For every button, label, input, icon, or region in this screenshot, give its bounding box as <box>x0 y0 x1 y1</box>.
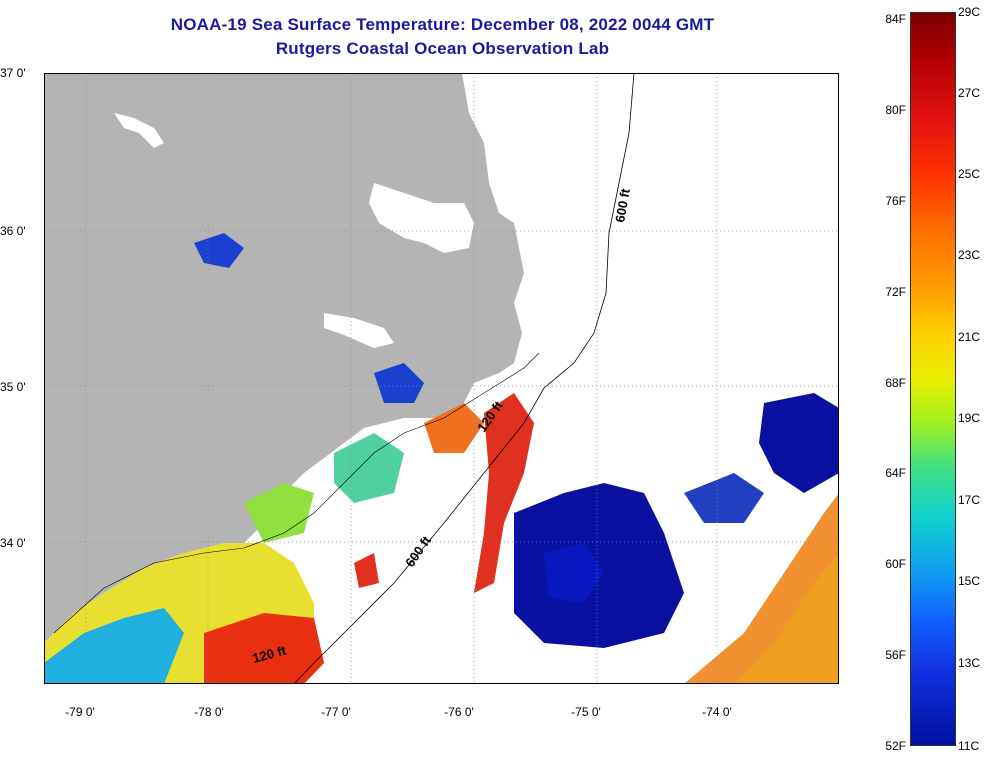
temperature-colorbar <box>910 12 956 746</box>
contour-label: 600 ft <box>612 187 633 224</box>
sst-map: 600 ft 120 ft 600 ft 120 ft <box>44 73 839 684</box>
lon-label: -74 0' <box>702 705 732 719</box>
contour-120ft <box>53 352 540 634</box>
midshelf-patch-2 <box>244 483 314 543</box>
warm-gulf-stream-inner <box>734 553 839 684</box>
colorbar-c-label: 29C <box>958 5 981 19</box>
lon-label: -75 0' <box>571 705 601 719</box>
lat-label: 37 0' <box>0 66 26 80</box>
colorbar-f-label: 76F <box>885 194 906 208</box>
colorbar-c-label: 21C <box>958 330 981 344</box>
cold-water-patches <box>194 233 839 648</box>
graticule <box>44 73 839 684</box>
contour-600ft <box>293 73 635 684</box>
colorbar-c-label: 27C <box>958 86 981 100</box>
map-frame <box>44 73 839 684</box>
colorbar-f-label: 72F <box>885 285 906 299</box>
colorbar-c-label: 13C <box>958 656 981 670</box>
map-title: NOAA-19 Sea Surface Temperature: Decembe… <box>170 15 715 34</box>
lon-label: -77 0' <box>321 705 351 719</box>
colorbar-f-label: 68F <box>885 376 906 390</box>
nearshore-cool <box>44 608 184 684</box>
lat-label: 35 0' <box>0 380 26 394</box>
colorbar-f-label: 64F <box>885 466 906 480</box>
colorbar-c-label: 11C <box>958 739 980 753</box>
midshelf-patch <box>334 433 404 503</box>
lon-label: -76 0' <box>444 705 474 719</box>
colorbar-c-label: 25C <box>958 167 981 181</box>
colorbar-c-label: 15C <box>958 574 981 588</box>
colorbar-c-label: 23C <box>958 248 981 262</box>
map-subtitle: Rutgers Coastal Ocean Observation Lab <box>275 39 610 58</box>
warm-shelf-patch <box>204 613 324 684</box>
warm-patch-cape <box>424 403 484 453</box>
river-water <box>114 113 164 148</box>
sst-map-canvas: 600 ft 120 ft 600 ft 120 ft <box>44 73 839 684</box>
lon-label: -79 0' <box>65 705 95 719</box>
lat-label: 34 0' <box>0 536 26 550</box>
lat-label: 36 0' <box>0 224 26 238</box>
colorbar-c-label: 19C <box>958 411 981 425</box>
colorbar-f-label: 56F <box>885 648 906 662</box>
colorbar-c-label: 17C <box>958 493 981 507</box>
colorbar-f-label: 60F <box>885 557 906 571</box>
river-water-2 <box>324 313 394 348</box>
colorbar-f-label: 80F <box>885 103 906 117</box>
colorbar-f-label: 84F <box>885 12 906 26</box>
warm-filament <box>474 393 534 593</box>
lon-label: -78 0' <box>194 705 224 719</box>
warm-blob <box>354 553 379 588</box>
colorbar-f-label: 52F <box>885 739 906 753</box>
contour-label: 600 ft <box>402 533 434 570</box>
sound-water <box>369 183 474 253</box>
